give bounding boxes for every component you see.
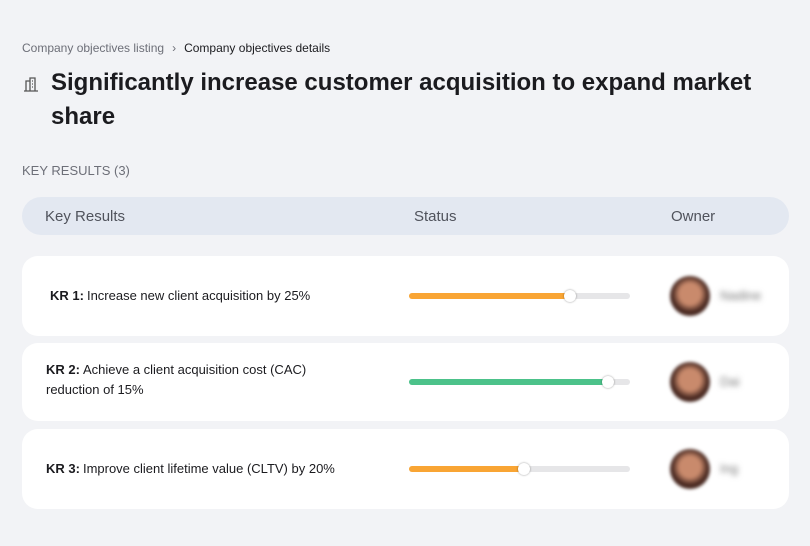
- progress-track: [409, 376, 630, 388]
- owner-avatar: [670, 362, 710, 402]
- key-result-row[interactable]: KR 1: Increase new client acquisition by …: [22, 256, 789, 336]
- owner-name: Ing: [720, 461, 739, 476]
- breadcrumb-link[interactable]: Company objectives listing: [22, 41, 165, 55]
- key-result-label: KR 2:: [46, 362, 80, 377]
- section-label: KEY RESULTS (3): [22, 163, 130, 178]
- column-header: Status: [414, 208, 457, 225]
- key-result-row[interactable]: KR 2: Achieve a client acquisition cost (…: [22, 343, 789, 421]
- progress-knob: [517, 463, 530, 475]
- key-result-text: KR 1: Increase new client acquisition by …: [50, 286, 350, 306]
- column-header: Key Results: [45, 208, 126, 225]
- key-result-description: Achieve a client acquisition cost (CAC) …: [46, 362, 307, 397]
- progress-knob: [601, 376, 614, 388]
- key-result-row[interactable]: KR 3: Improve client lifetime value (CLTV…: [22, 429, 789, 509]
- owner-name: Nadine: [720, 288, 762, 303]
- owner-name: Dai: [720, 374, 740, 389]
- breadcrumb: Company objectives listing › Company obj…: [22, 41, 330, 55]
- progress-fill: [409, 379, 608, 385]
- key-result-description: Improve client lifetime value (CLTV) by …: [82, 461, 335, 476]
- column-header: Owner: [671, 208, 716, 225]
- key-result-text: KR 3: Improve client lifetime value (CLTV…: [46, 459, 346, 479]
- page-title: Significantly increase customer acquisit…: [51, 69, 752, 130]
- table-header: Key Results Status Owner: [22, 197, 789, 235]
- key-result-description: Increase new client acquisition by 25%: [86, 288, 311, 303]
- progress-track: [409, 290, 630, 302]
- key-result-label: KR 3:: [46, 461, 80, 476]
- progress-fill: [409, 293, 571, 299]
- owner-avatar: [670, 449, 710, 489]
- progress-knob: [564, 290, 577, 302]
- breadcrumb-separator: ›: [172, 41, 177, 55]
- progress-track: [409, 463, 630, 475]
- breadcrumb-current: Company objectives details: [184, 41, 331, 55]
- key-result-text: KR 2: Achieve a client acquisition cost (…: [46, 360, 346, 400]
- progress-fill: [409, 466, 524, 472]
- owner-avatar: [670, 276, 710, 316]
- building-icon: [24, 77, 38, 92]
- key-result-label: KR 1:: [50, 288, 84, 303]
